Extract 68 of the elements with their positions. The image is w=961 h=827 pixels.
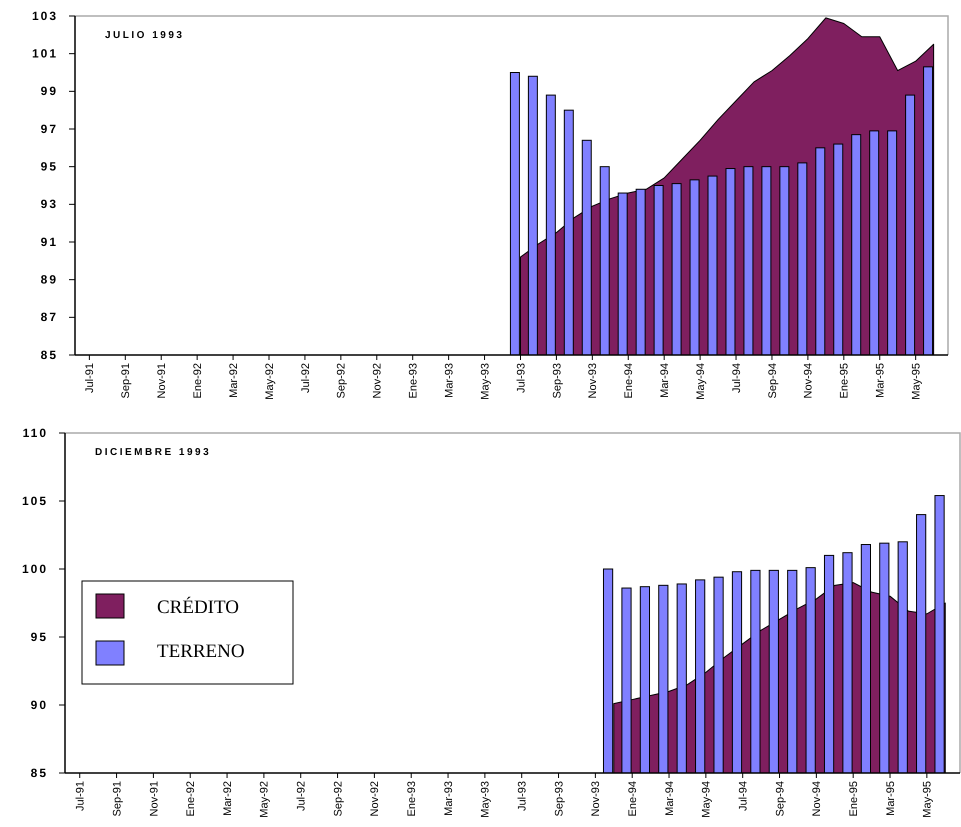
y-tick-label: 87	[40, 310, 58, 324]
x-tick-label: Jul-91	[84, 363, 96, 393]
x-tick-label: Ene-93	[406, 781, 418, 816]
x-tick-label: May-95	[910, 363, 923, 400]
x-tick-label: May-93	[480, 781, 492, 818]
x-tick-label: Ene-92	[192, 363, 204, 398]
x-tick-label: Ene-93	[408, 363, 420, 398]
x-tick-label: May-95	[922, 781, 934, 818]
x-tick-label: Sep-91	[111, 781, 124, 816]
x-tick-label: Nov-91	[148, 781, 160, 816]
x-tick-label: Ene-94	[627, 781, 640, 816]
x-tick-label: Mar-92	[228, 363, 240, 398]
y-tick-label: 89	[40, 272, 58, 287]
x-tick-label: Jul-92	[300, 363, 312, 393]
y-tick-label: 100	[22, 562, 48, 576]
y-tick-label: 97	[40, 122, 58, 136]
x-tick-label: Ene-95	[848, 781, 860, 816]
legend-label: CRÉDITO	[157, 596, 239, 618]
y-tick-label: 103	[32, 8, 58, 23]
x-tick-label: Sep-92	[332, 781, 344, 816]
x-tick-label: Sep-94	[774, 781, 786, 816]
y-tick-label: 95	[30, 630, 48, 644]
y-tick-label: 90	[30, 698, 48, 712]
x-tick-label: Mar-95	[874, 363, 887, 398]
x-tick-label: Mar-95	[884, 781, 897, 816]
y-tick-label: 95	[40, 160, 58, 174]
x-tick-label: Sep-94	[766, 363, 779, 398]
x-tick-label: Nov-91	[156, 363, 168, 398]
x-tick-label: Mar-94	[659, 363, 672, 398]
y-tick-label: 101	[32, 46, 58, 61]
x-tick-label: Nov-92	[372, 363, 384, 398]
x-tick-label: Sep-92	[336, 363, 348, 398]
x-tick-label: Mar-93	[442, 781, 455, 816]
text: JULIO 1993	[105, 30, 184, 41]
x-tick-label: Nov-93	[590, 781, 602, 816]
x-tick-label: Mar-93	[443, 363, 456, 398]
x-tick-label: May-93	[479, 363, 492, 400]
y-tick-label: 91	[40, 234, 58, 249]
x-tick-label: Nov-94	[811, 781, 824, 816]
x-tick-label: Ene-94	[623, 363, 636, 398]
x-tick-label: Ene-92	[185, 781, 198, 816]
y-tick-label: 85	[40, 348, 58, 362]
x-tick-label: Ene-95	[838, 363, 851, 398]
x-tick-label: Jul-91	[74, 781, 87, 811]
x-tick-label: Nov-92	[369, 781, 382, 816]
y-tick-label: 93	[40, 197, 58, 212]
x-tick-label: Sep-93	[551, 363, 564, 398]
x-tick-label: Jul-92	[296, 781, 308, 811]
x-tick-label: Nov-93	[587, 363, 600, 398]
x-tick-label: Jul-93	[515, 363, 528, 393]
x-tick-label: May-94	[694, 363, 707, 400]
x-tick-label: May-94	[700, 781, 713, 818]
x-tick-label: Jul-94	[730, 363, 743, 393]
y-tick-label: 85	[30, 766, 48, 780]
x-tick-label: May-92	[258, 781, 271, 818]
x-tick-label: Mar-94	[664, 781, 676, 816]
y-tick-label: 110	[22, 426, 48, 440]
x-tick-label: Sep-91	[120, 363, 132, 398]
x-tick-label: May-92	[264, 363, 276, 400]
legend-label: TERRENO	[157, 641, 245, 662]
text: DICIEMBRE 1993	[95, 447, 212, 458]
x-tick-label: Mar-92	[222, 781, 234, 816]
y-tick-label: 99	[40, 84, 58, 98]
y-tick-label: 105	[22, 494, 48, 508]
x-tick-label: Jul-93	[516, 781, 529, 811]
x-tick-label: Nov-94	[802, 363, 815, 398]
x-tick-label: Sep-93	[553, 781, 566, 816]
x-tick-label: Jul-94	[738, 781, 750, 811]
